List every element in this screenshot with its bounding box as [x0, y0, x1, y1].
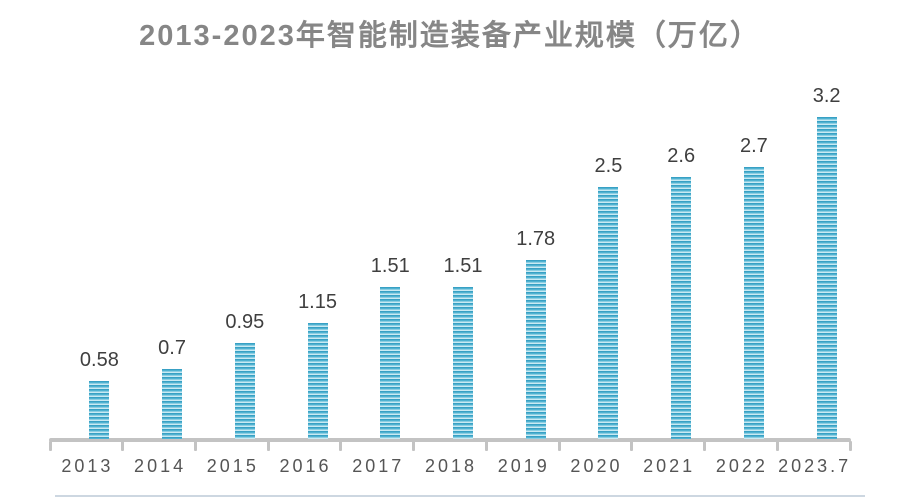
x-axis-tick: [484, 441, 488, 451]
x-tick-label-2020: 2020: [570, 456, 623, 476]
x-axis-tick: [193, 441, 197, 451]
bar-2020: [598, 187, 619, 439]
x-axis-tick: [703, 441, 707, 451]
chart-title: 2013-2023年智能制造装备产业规模（万亿）: [139, 20, 761, 52]
bar-2015: [234, 343, 255, 439]
x-tick-label-2021: 2021: [643, 456, 696, 476]
x-tick-label-2016: 2016: [279, 456, 332, 476]
value-label-2018: 1.51: [443, 255, 483, 277]
value-label-2015: 0.95: [225, 311, 265, 333]
value-label-2023.7: 3.2: [812, 85, 841, 107]
x-tick-label-2017: 2017: [352, 456, 405, 476]
bottom-divider: [55, 495, 865, 497]
x-tick-label-2013: 2013: [61, 456, 114, 476]
bar-2023.7: [816, 117, 837, 439]
x-tick-label-2023.7: 2023.7: [778, 456, 852, 476]
x-tick-label-2022: 2022: [715, 456, 768, 476]
x-tick-label-2019: 2019: [497, 456, 550, 476]
x-axis-tick: [412, 441, 416, 451]
x-axis-tick: [775, 441, 779, 451]
x-tick-label-2018: 2018: [424, 456, 478, 476]
value-label-2019: 1.78: [516, 228, 556, 250]
x-axis-tick: [121, 441, 125, 451]
value-label-2021: 2.6: [667, 145, 696, 167]
bar-2021: [671, 177, 692, 439]
x-axis-tick: [266, 441, 270, 451]
bar-2014: [162, 369, 183, 439]
value-label-2022: 2.7: [740, 135, 768, 157]
bar-2018: [453, 287, 473, 439]
bar-2013: [89, 381, 110, 439]
bar-2017: [380, 287, 401, 439]
x-axis-tick: [557, 441, 561, 451]
x-axis-tick: [48, 441, 52, 451]
x-axis-tick: [848, 441, 852, 451]
value-label-2017: 1.51: [370, 255, 410, 277]
x-axis-line: [49, 438, 851, 442]
value-label-2014: 0.7: [158, 337, 186, 359]
value-label-2020: 2.5: [594, 155, 623, 177]
x-tick-label-2014: 2014: [134, 456, 187, 476]
value-label-2016: 1.15: [298, 291, 337, 313]
value-label-2013: 0.58: [79, 349, 119, 371]
x-axis-tick: [630, 441, 634, 451]
bar-2016: [307, 323, 328, 439]
x-tick-label-2015: 2015: [206, 456, 259, 476]
x-axis-tick: [339, 441, 343, 451]
bar-2022: [743, 167, 764, 439]
bar-2019: [525, 260, 546, 439]
